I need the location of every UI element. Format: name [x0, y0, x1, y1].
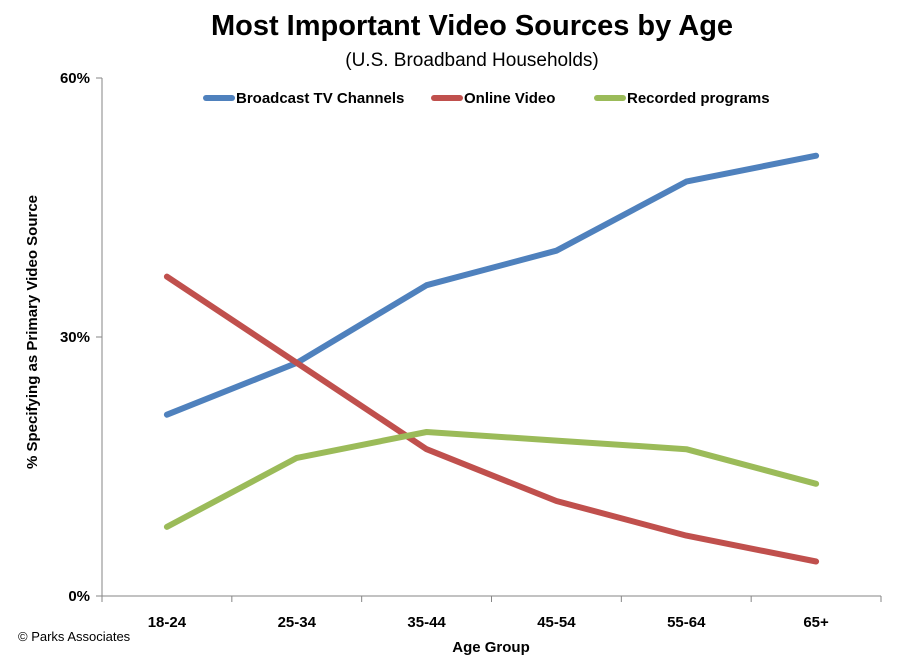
series-line-2	[163, 429, 820, 530]
y-tick-label: 60%	[60, 70, 90, 87]
legend-label: Broadcast TV Channels	[236, 90, 404, 107]
chart-subtitle: (U.S. Broadband Households)	[345, 50, 598, 71]
x-tick-label: 18-24	[148, 614, 187, 631]
series-lines	[163, 152, 820, 565]
y-tick-label: 0%	[68, 588, 90, 605]
legend-label: Online Video	[464, 90, 555, 107]
y-tick-label: 30%	[60, 329, 90, 346]
chart-title: Most Important Video Sources by Age	[211, 10, 733, 42]
x-axis-title: Age Group	[452, 639, 530, 656]
x-tick-label: 45-54	[537, 614, 576, 631]
x-tick-label: 65+	[803, 614, 829, 631]
x-tick-label: 55-64	[667, 614, 706, 631]
series-line-0	[163, 152, 820, 418]
series-line-1	[163, 273, 820, 565]
x-tick-label: 25-34	[278, 614, 317, 631]
x-ticks: 18-24 25-34 35-44 45-54 55-64 65+	[101, 596, 882, 631]
legend-label: Recorded programs	[627, 90, 770, 107]
y-axis-title: % Specifying as Primary Video Source	[24, 195, 41, 469]
axes	[101, 78, 881, 597]
copyright-footer: © Parks Associates	[18, 629, 131, 644]
y-ticks: 0% 30% 60%	[60, 70, 102, 605]
legend: Broadcast TV Channels Online Video Recorde…	[203, 90, 770, 107]
x-tick-label: 35-44	[407, 614, 446, 631]
